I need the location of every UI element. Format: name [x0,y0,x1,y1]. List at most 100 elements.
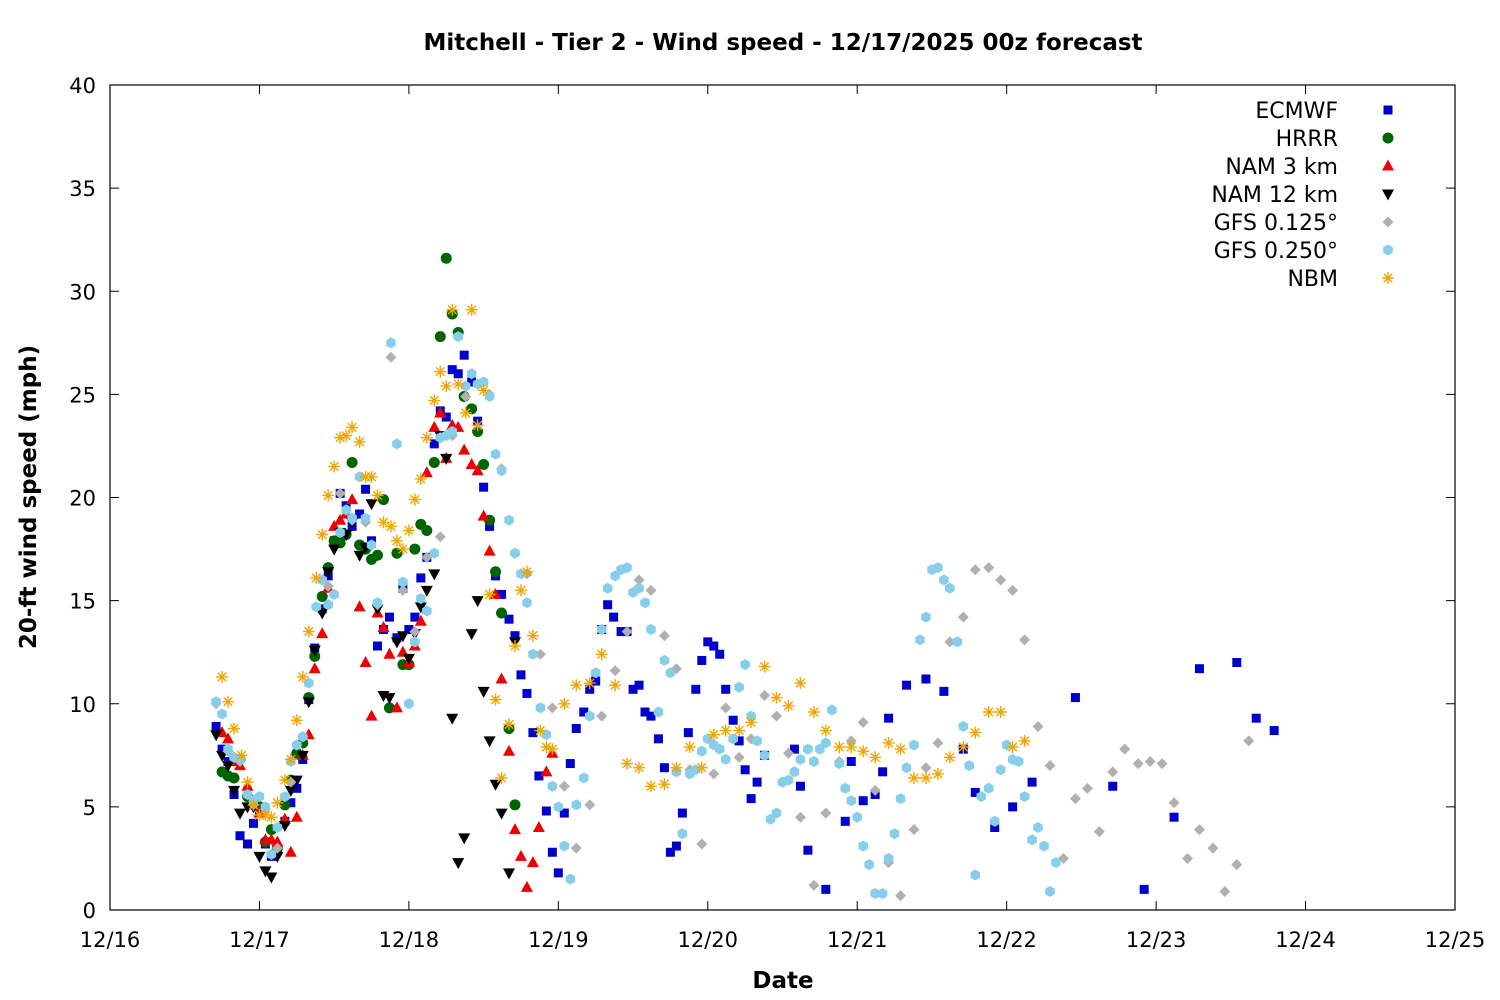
data-point [234,808,247,820]
data-point [553,801,564,813]
data-point [535,702,546,714]
data-point [483,544,496,556]
data-point [746,794,756,804]
data-point [653,734,663,744]
data-point [616,627,626,637]
data-point [908,772,920,784]
data-point [541,806,551,816]
y-axis-label: 20-ft wind speed (mph) [16,345,42,649]
data-point [509,799,521,811]
data-point [302,625,315,638]
data-point [308,645,321,657]
data-point [390,534,403,547]
data-point [398,576,408,588]
data-point [858,840,868,852]
data-point [440,453,453,465]
data-point [271,796,284,809]
data-point [610,570,620,582]
data-point [665,667,676,679]
data-point [1243,735,1255,747]
data-point [1033,822,1043,833]
data-point [920,772,932,784]
data-point [247,798,260,811]
data-point [465,458,478,469]
data-point [869,784,881,796]
data-point [534,724,547,737]
data-point [340,429,353,442]
data-point [683,741,696,754]
x-tick-label: 12/22 [976,928,1037,952]
data-point [540,741,553,754]
data-point [471,464,484,476]
data-point [715,649,725,659]
data-point [719,724,732,737]
data-point [346,493,359,505]
data-point [697,745,707,757]
data-point [534,771,544,781]
x-tick-label: 12/23 [1126,928,1187,952]
data-point [658,778,671,791]
data-point [235,831,245,841]
data-point [414,614,427,626]
data-point [254,791,265,803]
data-point [434,406,447,418]
data-point [259,866,272,878]
legend-marker [1383,105,1393,115]
data-point [440,380,453,393]
data-point [982,706,995,718]
axis-ticks: 12/16 12/17 12/18 12/19 12/20 12/21 12/22 12/23… [69,74,1485,952]
data-point [915,634,925,646]
data-point [453,331,463,343]
data-point [602,582,613,594]
data-point [952,636,963,648]
data-point [1013,756,1024,767]
data-point [884,713,894,723]
data-point [633,574,645,586]
data-point [1269,726,1279,736]
data-point [310,571,323,584]
y-tick-label: 0 [83,899,96,923]
data-point [365,470,378,483]
data-point [989,815,1000,827]
data-point [1006,741,1019,754]
data-point [420,466,433,478]
data-point [497,589,507,599]
x-tick-label: 12/21 [827,928,888,952]
data-point [514,849,527,861]
series-asterisk [216,303,1031,824]
data-point [416,593,426,605]
data-point [634,582,644,594]
data-point [365,709,378,721]
data-point [334,487,346,499]
data-point [477,509,490,521]
data-point [877,888,888,899]
legend-label: GFS 0.250° [1214,239,1338,264]
data-point [733,724,746,737]
data-point [404,698,414,710]
data-point [809,756,819,767]
data-point [490,448,501,460]
data-point [408,493,421,506]
data-point [808,879,820,891]
data-point [584,799,596,811]
data-point [217,744,227,754]
data-point [858,796,868,806]
data-point [653,706,664,718]
data-point [253,851,266,863]
data-point [970,787,980,797]
data-point [691,684,701,694]
data-point [504,514,514,526]
data-point [510,631,520,641]
data-point [503,868,516,880]
data-point [434,365,447,378]
data-point [565,759,575,769]
data-point [372,549,384,561]
data-point [1032,720,1044,732]
data-point [434,331,446,343]
data-point [386,337,396,349]
data-point [466,368,477,380]
legend-label: GFS 0.125° [1214,211,1338,236]
data-point [347,512,357,524]
data-point [728,715,738,725]
